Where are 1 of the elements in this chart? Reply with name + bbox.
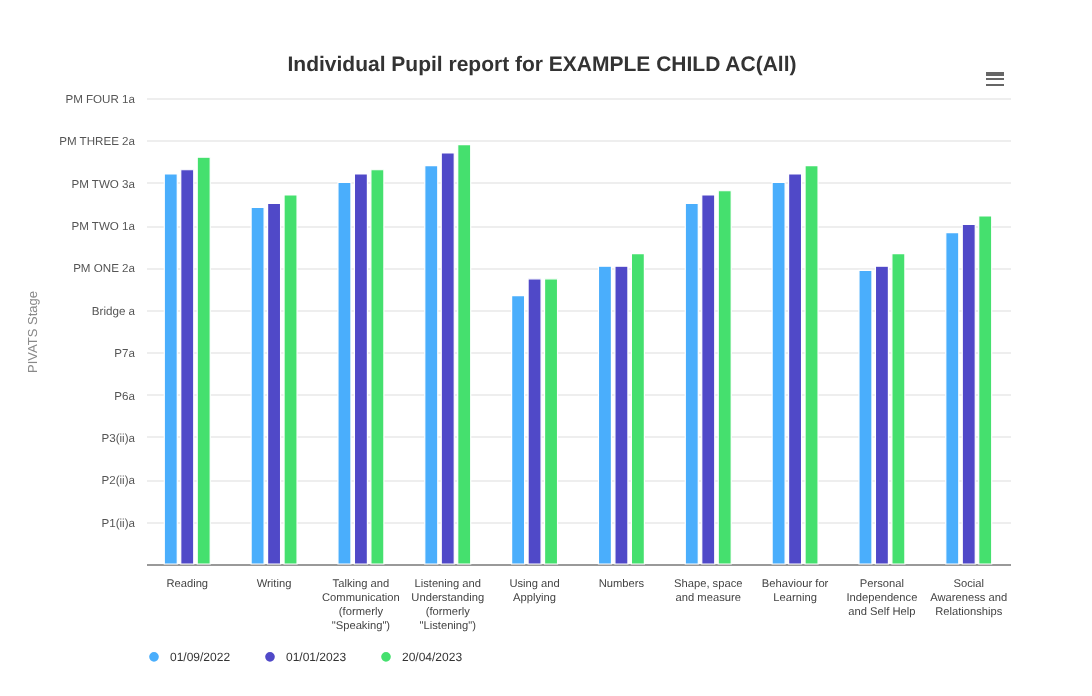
chart-title: Individual Pupil report for EXAMPLE CHILD AC(All) — [287, 53, 797, 77]
